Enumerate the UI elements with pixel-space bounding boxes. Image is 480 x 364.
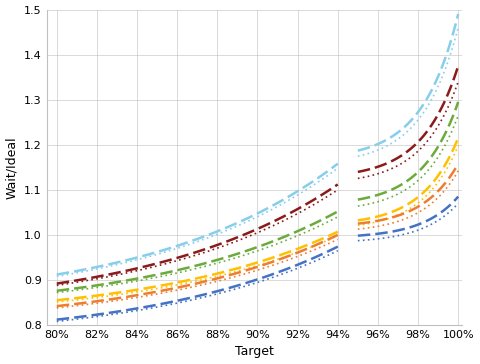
X-axis label: Target: Target bbox=[235, 345, 274, 359]
Y-axis label: Wait/Ideal: Wait/Ideal bbox=[6, 136, 19, 199]
